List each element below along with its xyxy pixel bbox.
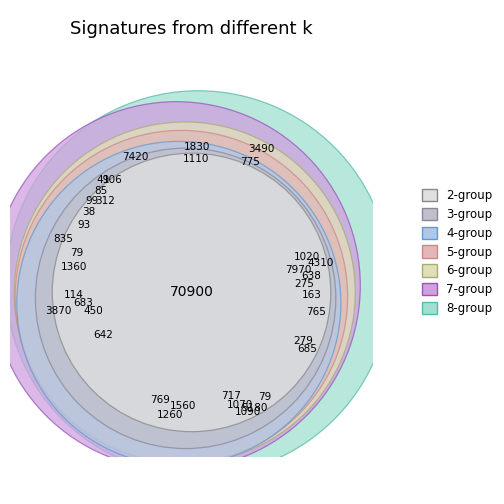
Circle shape	[17, 142, 341, 465]
Text: 279: 279	[293, 336, 313, 346]
Circle shape	[35, 148, 336, 449]
Text: 835: 835	[53, 234, 73, 244]
Circle shape	[52, 153, 331, 432]
Text: 85: 85	[94, 186, 107, 196]
Text: 1830: 1830	[184, 142, 211, 152]
Text: 685: 685	[297, 344, 317, 354]
Text: 1560: 1560	[170, 401, 196, 411]
Text: 163: 163	[302, 290, 322, 300]
Legend: 2-group, 3-group, 4-group, 5-group, 6-group, 7-group, 8-group: 2-group, 3-group, 4-group, 5-group, 6-gr…	[416, 183, 498, 321]
Text: 99: 99	[85, 196, 99, 206]
Text: 79: 79	[259, 392, 272, 402]
Text: 1020: 1020	[294, 252, 320, 262]
Text: 775: 775	[240, 157, 260, 167]
Circle shape	[6, 91, 391, 476]
Text: Signatures from different k: Signatures from different k	[70, 20, 313, 38]
Text: 7420: 7420	[122, 152, 148, 162]
Text: 638: 638	[301, 271, 321, 281]
Text: 275: 275	[294, 279, 313, 289]
Text: 106: 106	[103, 175, 123, 185]
Text: 1090: 1090	[235, 407, 261, 417]
Text: 5180: 5180	[241, 403, 268, 413]
Text: 1110: 1110	[182, 154, 209, 164]
Text: 93: 93	[78, 220, 91, 230]
Text: 683: 683	[74, 298, 93, 308]
Text: 70900: 70900	[169, 285, 214, 299]
Text: 7970: 7970	[285, 265, 312, 275]
Text: 1360: 1360	[61, 262, 87, 272]
Text: 1260: 1260	[157, 410, 183, 420]
Text: 765: 765	[305, 307, 326, 317]
Text: 49: 49	[96, 175, 109, 185]
Text: 114: 114	[64, 290, 83, 300]
Text: 3870: 3870	[45, 306, 72, 316]
Text: 1070: 1070	[226, 400, 253, 410]
Text: 769: 769	[150, 396, 170, 405]
Circle shape	[0, 102, 360, 470]
Circle shape	[15, 131, 348, 463]
Text: 312: 312	[95, 196, 114, 206]
Text: 38: 38	[82, 207, 95, 217]
Circle shape	[14, 122, 355, 463]
Text: 4310: 4310	[307, 258, 334, 268]
Text: 450: 450	[84, 306, 103, 316]
Text: 79: 79	[70, 248, 83, 258]
Text: 642: 642	[93, 330, 113, 340]
Text: 717: 717	[221, 391, 241, 401]
Text: 3490: 3490	[248, 144, 275, 154]
